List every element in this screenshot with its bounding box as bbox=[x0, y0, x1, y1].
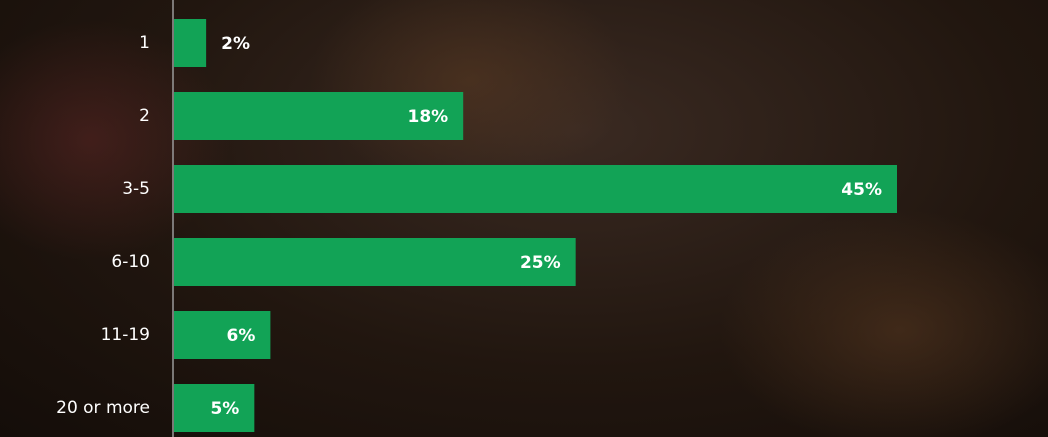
chart: 1 2% 2 18% 3-5 45% 6-10 25% 11-19 6% 20 or more 5% bbox=[0, 0, 1048, 437]
bar bbox=[174, 19, 206, 67]
category-label: 20 or more bbox=[56, 398, 150, 418]
category-label: 2 bbox=[139, 106, 150, 126]
value-label: 25% bbox=[520, 253, 561, 273]
value-label: 2% bbox=[221, 34, 250, 54]
bar bbox=[174, 238, 576, 286]
value-label: 5% bbox=[210, 399, 239, 419]
category-label: 3-5 bbox=[122, 179, 150, 199]
value-label: 18% bbox=[407, 107, 448, 127]
value-label: 45% bbox=[841, 180, 882, 200]
page: 1 2% 2 18% 3-5 45% 6-10 25% 11-19 6% 20 or more 5% bbox=[0, 0, 1048, 437]
value-label: 6% bbox=[227, 326, 256, 346]
category-label: 6-10 bbox=[111, 252, 150, 272]
background-glow bbox=[720, 210, 1048, 437]
bar bbox=[174, 311, 270, 359]
bar bbox=[174, 165, 897, 213]
category-label: 11-19 bbox=[101, 325, 150, 345]
category-label: 1 bbox=[139, 33, 150, 53]
